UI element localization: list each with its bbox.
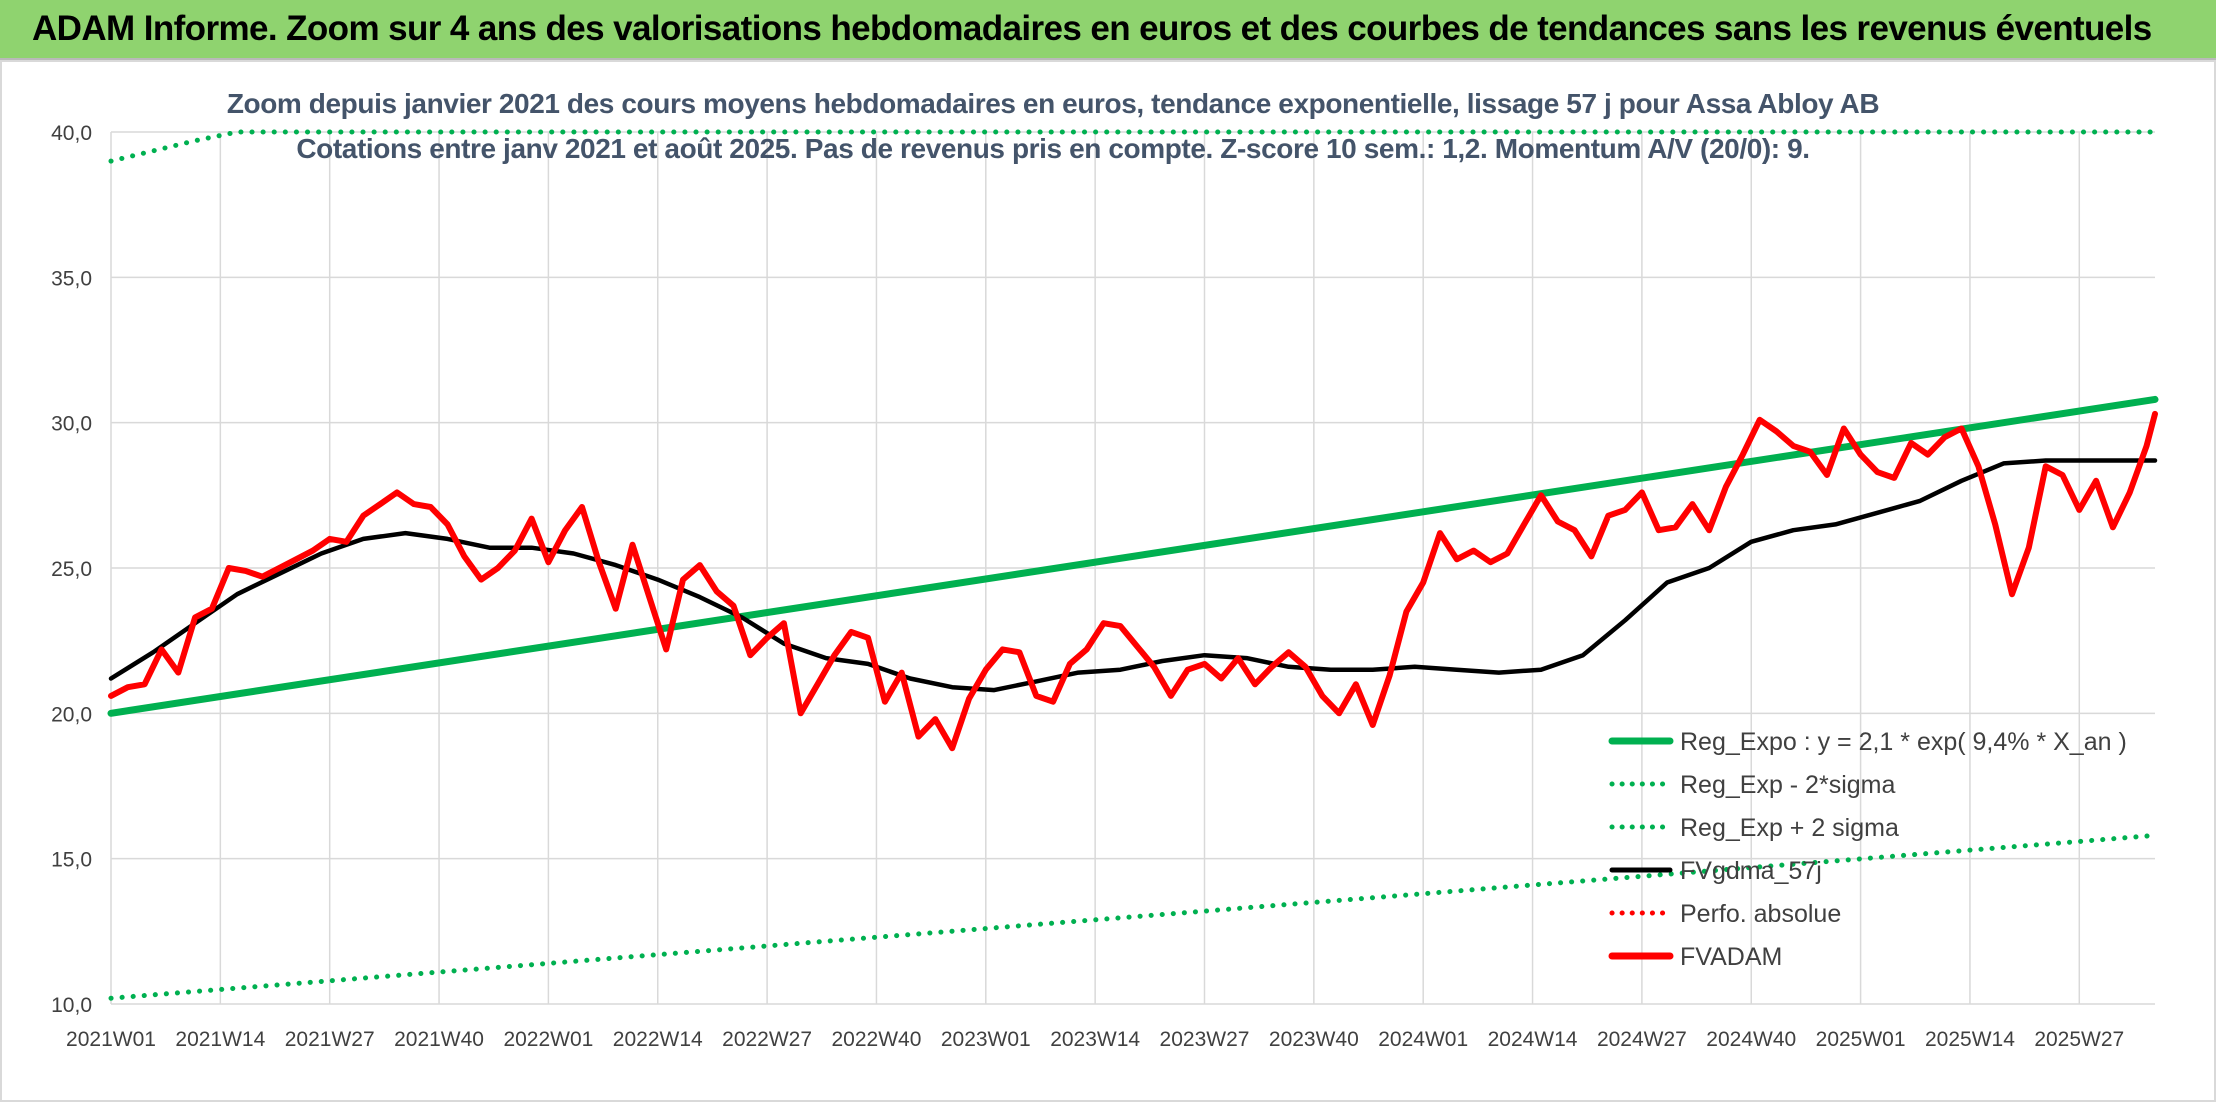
y-axis: 10,0 15,0 20,0 25,0 30,0 35,0 40,0 xyxy=(51,122,92,1017)
series-line-5 xyxy=(108,410,2158,752)
x-tick-label: 2024W01 xyxy=(1378,1028,1468,1051)
x-tick-label: 2024W27 xyxy=(1597,1028,1687,1051)
report-title: ADAM Informe. Zoom sur 4 ans des valoris… xyxy=(32,9,2152,48)
series-line-3 xyxy=(108,458,2158,693)
x-tick-label: 2021W40 xyxy=(394,1028,484,1051)
legend-label: FVgdma_57j xyxy=(1680,857,1822,885)
x-tick-label: 2022W14 xyxy=(613,1028,703,1051)
x-tick-label: 2025W27 xyxy=(2034,1028,2124,1051)
x-tick-label: 2023W27 xyxy=(1160,1028,1250,1051)
legend: Reg_Expo : y = 2,1 * exp( 9,4% * X_an ) R… xyxy=(1608,728,2127,971)
x-tick-label: 2024W40 xyxy=(1706,1028,1796,1051)
y-tick-label: 20,0 xyxy=(51,703,92,726)
grid-lines xyxy=(110,131,2155,1005)
y-tick-label: 40,0 xyxy=(51,122,92,145)
x-tick-label: 2022W40 xyxy=(831,1028,921,1051)
legend-label: Reg_Expo : y = 2,1 * exp( 9,4% * X_an ) xyxy=(1680,728,2127,756)
x-tick-label: 2023W01 xyxy=(941,1028,1031,1051)
x-tick-label: 2023W14 xyxy=(1050,1028,1140,1051)
legend-label: FVADAM xyxy=(1680,943,1782,971)
plot-lines xyxy=(107,129,2159,1001)
series-line-1 xyxy=(108,832,2158,1001)
x-tick-label: 2025W01 xyxy=(1816,1028,1906,1051)
legend-label: Reg_Exp + 2 sigma xyxy=(1680,814,1899,842)
x-tick-label: 2021W27 xyxy=(285,1028,375,1051)
x-tick-label: 2021W01 xyxy=(66,1028,156,1051)
y-tick-label: 25,0 xyxy=(51,558,92,581)
chart-title: Zoom depuis janvier 2021 des cours moyen… xyxy=(226,88,1880,119)
chart-subtitle: Cotations entre janv 2021 et août 2025. … xyxy=(296,133,1810,164)
y-tick-label: 15,0 xyxy=(51,849,92,872)
x-tick-label: 2021W14 xyxy=(175,1028,265,1051)
x-tick-label: 2022W01 xyxy=(503,1028,593,1051)
x-tick-label: 2024W14 xyxy=(1488,1028,1578,1051)
chart-frame xyxy=(0,60,2216,1102)
x-axis: 2021W01 2021W14 2021W27 2021W40 2022W01 2022W… xyxy=(66,1028,2124,1051)
x-tick-label: 2023W40 xyxy=(1269,1028,1359,1051)
legend-label: Reg_Exp - 2*sigma xyxy=(1680,771,1895,799)
y-tick-label: 10,0 xyxy=(51,994,92,1017)
title-banner: ADAM Informe. Zoom sur 4 ans des valoris… xyxy=(0,0,2216,60)
y-tick-label: 30,0 xyxy=(51,413,92,436)
series-line-0 xyxy=(107,395,2159,717)
x-tick-label: 2022W27 xyxy=(722,1028,812,1051)
series-line-2 xyxy=(108,129,2158,164)
y-tick-label: 35,0 xyxy=(51,267,92,290)
legend-label: Perfo. absolue xyxy=(1680,900,1841,928)
x-tick-label: 2025W14 xyxy=(1925,1028,2015,1051)
